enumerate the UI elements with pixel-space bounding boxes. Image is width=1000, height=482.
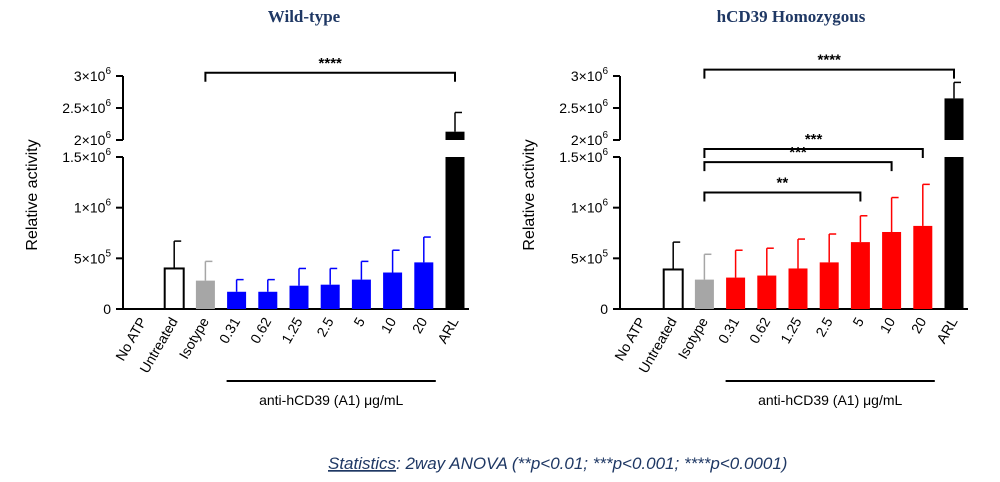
x-tick-label: 10 [378,314,400,336]
significance-label-0: **** [818,52,842,69]
x-tick-label: 5 [849,314,867,329]
x-tick-label: 0.31 [715,314,743,346]
bar-6 [819,262,839,309]
bar-4 [258,291,278,309]
x-tick-label: 20 [409,314,431,336]
bar-3 [726,277,746,309]
x-tick-label: 2.5 [812,314,836,339]
y-tick-label: 0 [103,301,111,317]
panel-hcd39-homozygous: hCD39 Homozygous Relative activity 0 5×105 1… [521,7,968,408]
x-tick-label: Isotype [675,314,712,361]
bar-8 [882,231,902,309]
bar-2 [694,279,714,309]
significance-label-2: *** [789,144,807,161]
y-tick-label: 0 [600,301,608,317]
y-tick-label: 3×106 [74,66,112,84]
y-axis-label: Relative activity [521,139,538,250]
comparison-bracket-1 [703,148,924,158]
bar-6 [320,284,340,309]
significance-label-1: *** [805,131,823,148]
comparison-bracket-2 [703,161,893,172]
panel-wild-type: Wild-type Relative activity 0 5×105 1×106 1.5… [24,7,469,408]
comparison-bracket-0 [703,68,955,79]
bar-1 [662,268,684,311]
x-tick-label: Isotype [176,314,213,361]
statistics-footnote: Statistics: 2way ANOVA (**p<0.01; ***p<0… [328,454,787,473]
y-tick-label: 5×105 [571,248,609,266]
bar-4 [757,275,777,309]
y-tick-label: 1×106 [74,198,112,216]
significance-label-3: ** [777,174,789,191]
bar-3 [227,291,247,309]
bar-9 [913,225,933,309]
y-tick-label: 1.5×106 [559,147,608,165]
chart-title: Wild-type [268,7,341,26]
x-tick-label: 10 [877,314,899,336]
x-tick-label: 1.25 [777,314,805,346]
bar-10-lower [944,157,964,309]
bar-8 [383,272,403,309]
significance-label-0: **** [319,55,343,72]
y-tick-label: 5×105 [74,248,112,266]
bar-9 [414,262,434,309]
x-tick-label: 1.25 [278,314,306,346]
bar-10-upper [445,131,465,140]
y-tick-label: 2×106 [571,130,609,148]
y-tick-label: 3×106 [571,66,609,84]
statistics-label: Statistics [328,454,397,473]
y-tick-label: 1.5×106 [62,147,111,165]
x-tick-label: 0.62 [746,314,774,346]
statistics-text: : 2way ANOVA (**p<0.01; ***p<0.001; ****… [396,454,787,473]
bar-2 [195,280,215,309]
y-tick-label: 2.5×106 [559,98,608,116]
bar-5 [788,268,808,309]
comparison-bracket-0 [204,71,456,82]
bar-7 [351,279,371,309]
group-label: anti-hCD39 (A1) μg/mL [758,392,902,408]
chart-title: hCD39 Homozygous [717,7,866,26]
x-tick-label: 5 [350,314,368,329]
x-tick-label: 0.62 [247,314,275,346]
bar-1 [163,267,185,311]
x-tick-label: 0.31 [216,314,244,346]
x-tick-label: 20 [908,314,930,336]
y-tick-label: 2.5×106 [62,98,111,116]
x-tick-label: 2.5 [313,314,337,339]
bar-7 [850,242,870,309]
y-tick-label: 2×106 [74,130,112,148]
comparison-bracket-3 [703,191,862,202]
bar-10-lower [445,157,465,309]
x-tick-label: ARL [434,314,462,346]
bar-5 [289,285,309,309]
x-tick-label: ARL [933,314,961,346]
y-tick-label: 1×106 [571,198,609,216]
y-axis-label: Relative activity [24,139,41,250]
bar-10-upper [944,98,964,140]
group-label: anti-hCD39 (A1) μg/mL [259,392,403,408]
